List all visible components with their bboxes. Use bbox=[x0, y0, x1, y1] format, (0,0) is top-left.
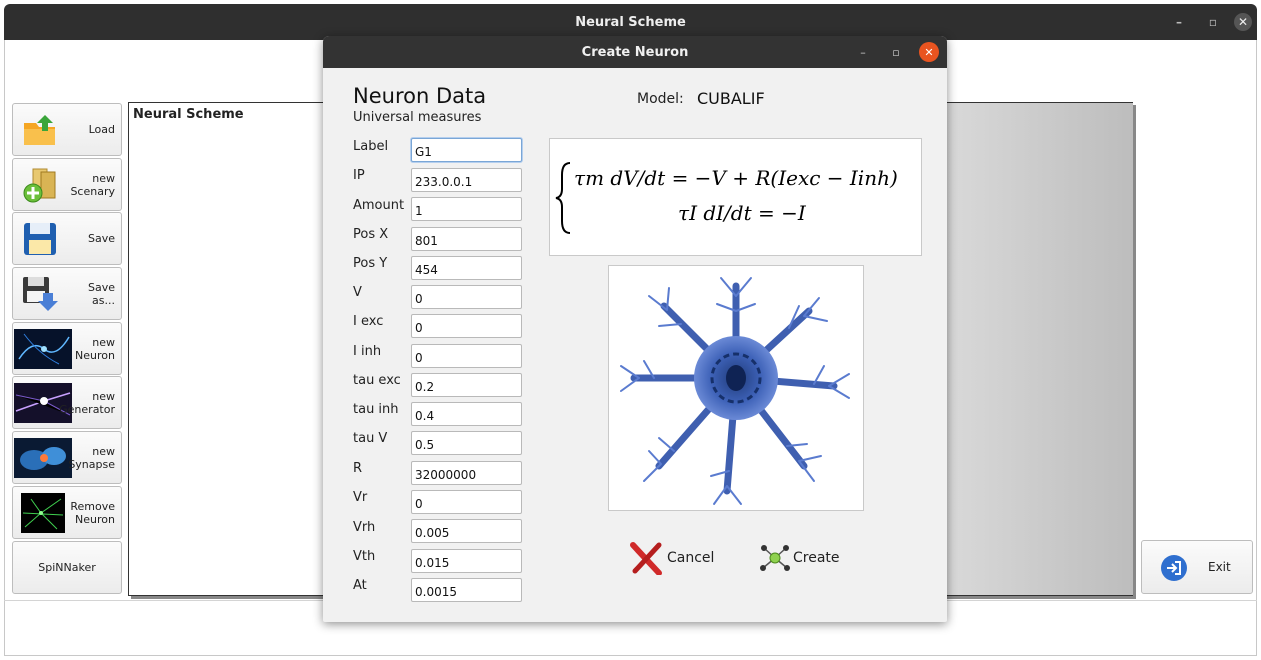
close-icon[interactable]: ✕ bbox=[919, 42, 939, 62]
neuron-image bbox=[608, 265, 864, 511]
save-button[interactable]: Save bbox=[12, 212, 122, 265]
field-label: tau exc bbox=[353, 373, 401, 388]
pos-y-input[interactable] bbox=[411, 256, 522, 280]
amount-input[interactable] bbox=[411, 197, 522, 221]
load-button[interactable]: Load bbox=[12, 103, 122, 156]
new-generator-label-1: new bbox=[92, 389, 115, 403]
field-label: R bbox=[353, 461, 363, 476]
neuron-image-icon bbox=[14, 329, 72, 369]
field-label: Label bbox=[353, 139, 389, 154]
remove-neuron-image-icon bbox=[21, 493, 65, 533]
i-exc-input[interactable] bbox=[411, 314, 522, 338]
model-equation: τm dV/dt = −V + R(Iexc − Iinh) τI dI/dt … bbox=[549, 138, 922, 256]
cancel-button[interactable]: Cancel bbox=[629, 536, 714, 580]
new-file-icon bbox=[23, 168, 56, 203]
save-as-label-2: as... bbox=[92, 293, 115, 307]
new-scenary-label-2: Scenary bbox=[70, 184, 115, 198]
tau-inh-input[interactable] bbox=[411, 402, 522, 426]
new-synapse-label-2: Synapse bbox=[68, 457, 115, 471]
pos-x-input[interactable] bbox=[411, 227, 522, 251]
dialog-titlebar: Create Neuron bbox=[323, 36, 947, 68]
field-label: V bbox=[353, 285, 362, 300]
field-label: Pos Y bbox=[353, 256, 388, 271]
field-label: tau V bbox=[353, 431, 388, 446]
new-neuron-button[interactable]: new Neuron bbox=[12, 322, 122, 375]
equation-brace-icon bbox=[555, 162, 571, 234]
equation-line-2: τI dI/dt = −I bbox=[678, 201, 806, 225]
dialog-title: Create Neuron bbox=[581, 44, 689, 60]
cancel-x-icon bbox=[630, 542, 662, 575]
load-label: Load bbox=[88, 123, 115, 136]
vr-input[interactable] bbox=[411, 490, 522, 514]
main-window-title: Neural Scheme bbox=[575, 14, 686, 30]
new-scenary-label-1: new bbox=[92, 171, 115, 185]
new-neuron-label-2: Neuron bbox=[75, 348, 115, 362]
label-input[interactable] bbox=[411, 138, 522, 162]
new-generator-button[interactable]: new Generator bbox=[12, 376, 122, 429]
i-inh-input[interactable] bbox=[411, 344, 522, 368]
field-label: Vth bbox=[353, 549, 376, 564]
remove-neuron-label-1: Remove bbox=[70, 499, 115, 513]
field-label: I inh bbox=[353, 344, 382, 359]
equation-line-1: τm dV/dt = −V + R(Iexc − Iinh) bbox=[574, 166, 898, 190]
spinnaker-label: SpiNNaker bbox=[38, 561, 96, 574]
exit-door-icon bbox=[1161, 555, 1187, 581]
remove-neuron-label-2: Neuron bbox=[75, 512, 115, 526]
vrh-input[interactable] bbox=[411, 519, 522, 543]
new-neuron-label-1: new bbox=[92, 335, 115, 349]
r-input[interactable] bbox=[411, 461, 522, 485]
new-synapse-label-1: new bbox=[92, 444, 115, 458]
field-label: At bbox=[353, 578, 367, 593]
exit-button[interactable]: Exit bbox=[1141, 540, 1253, 594]
floppy-disk-icon bbox=[24, 223, 56, 255]
remove-neuron-button[interactable]: Remove Neuron bbox=[12, 486, 122, 539]
generator-image-icon bbox=[14, 383, 72, 423]
vth-input[interactable] bbox=[411, 549, 522, 573]
field-label: IP bbox=[353, 168, 365, 183]
save-as-button[interactable]: Save as... bbox=[12, 267, 122, 320]
minimize-icon[interactable]: – bbox=[860, 45, 866, 59]
synapse-image-icon bbox=[14, 438, 72, 478]
maximize-icon[interactable]: ▫ bbox=[1208, 15, 1218, 29]
network-create-icon bbox=[760, 545, 790, 571]
field-label: tau inh bbox=[353, 402, 399, 417]
save-label: Save bbox=[87, 232, 115, 245]
new-generator-label-2: Generator bbox=[59, 402, 115, 416]
universal-measures-subheading: Universal measures bbox=[353, 110, 482, 125]
field-label: Amount bbox=[353, 198, 405, 213]
v-input[interactable] bbox=[411, 285, 522, 309]
tau-exc-input[interactable] bbox=[411, 373, 522, 397]
tau-v-input[interactable] bbox=[411, 431, 522, 455]
new-synapse-button[interactable]: new Synapse bbox=[12, 431, 122, 484]
field-label: Pos X bbox=[353, 227, 389, 242]
create-neuron-dialog: Create Neuron – ▫ ✕ Neuron Data Universa… bbox=[323, 36, 947, 622]
scheme-title: Neural Scheme bbox=[133, 107, 244, 122]
main-window-titlebar: Neural Scheme – ▫ ✕ bbox=[4, 4, 1257, 40]
close-icon[interactable]: ✕ bbox=[1234, 13, 1252, 31]
save-as-label-1: Save bbox=[87, 280, 115, 294]
ip-input[interactable] bbox=[411, 168, 522, 192]
new-scenary-button[interactable]: new Scenary bbox=[12, 158, 122, 211]
field-label: Vr bbox=[353, 490, 368, 505]
neuron-cell-icon bbox=[620, 277, 850, 505]
field-label: Vrh bbox=[353, 520, 376, 535]
minimize-icon[interactable]: – bbox=[1176, 15, 1182, 29]
create-label: Create bbox=[793, 550, 840, 566]
create-button[interactable]: Create bbox=[759, 536, 840, 580]
folder-upload-icon bbox=[24, 115, 55, 145]
spinnaker-button[interactable]: SpiNNaker bbox=[12, 541, 122, 594]
model-value: CUBALIF bbox=[697, 89, 765, 108]
model-label: Model: bbox=[637, 91, 684, 107]
neuron-data-heading: Neuron Data bbox=[353, 84, 487, 108]
maximize-icon[interactable]: ▫ bbox=[892, 45, 900, 59]
cancel-label: Cancel bbox=[667, 550, 715, 566]
field-label: I exc bbox=[353, 314, 384, 329]
save-as-icon bbox=[23, 277, 58, 311]
at-input[interactable] bbox=[411, 578, 522, 602]
exit-label: Exit bbox=[1208, 560, 1231, 574]
scheme-side-panel bbox=[947, 103, 1133, 595]
